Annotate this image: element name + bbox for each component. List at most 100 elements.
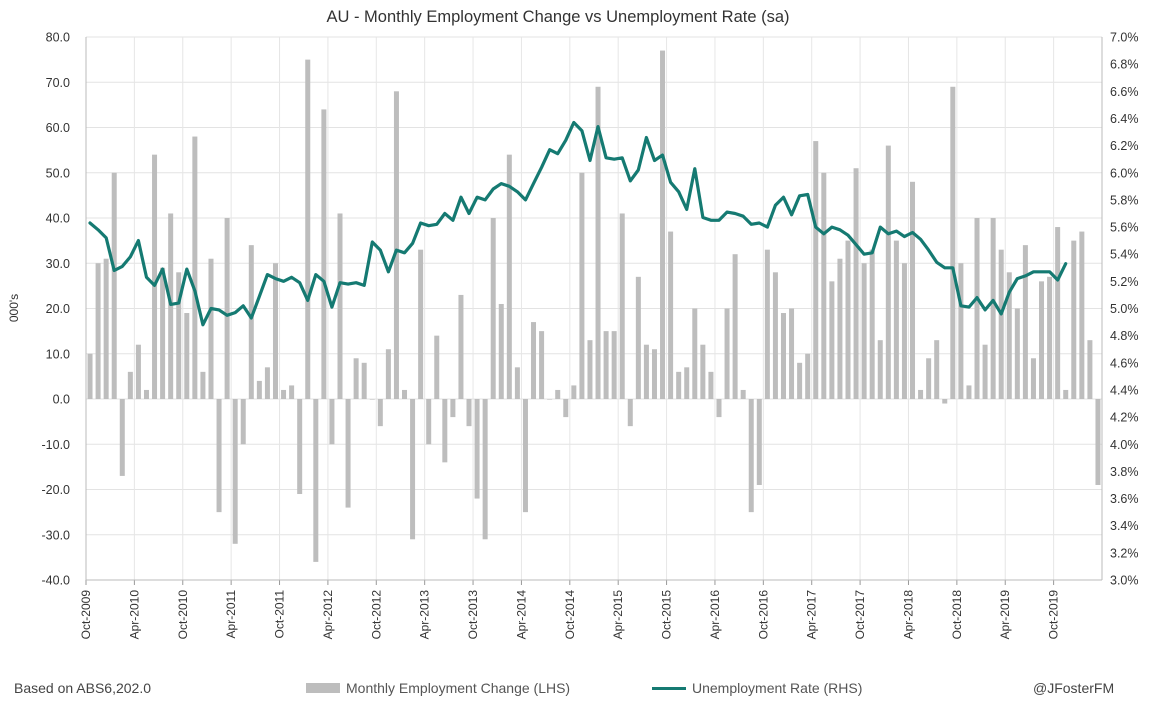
- employment-bar: [1006, 272, 1012, 399]
- employment-bar: [176, 272, 182, 399]
- right-tick-label: 3.4%: [1110, 519, 1139, 533]
- employment-bar: [660, 50, 666, 399]
- right-tick-label: 5.2%: [1110, 275, 1139, 289]
- employment-bar: [313, 399, 319, 562]
- employment-bar: [772, 272, 778, 399]
- right-tick-label: 7.0%: [1110, 31, 1139, 45]
- employment-bar: [224, 218, 230, 399]
- employment-bar: [531, 322, 537, 399]
- x-tick-label: Apr-2018: [901, 590, 915, 640]
- employment-bar: [1087, 340, 1093, 399]
- right-tick-label: 5.8%: [1110, 193, 1139, 207]
- employment-bar: [200, 371, 206, 399]
- x-tick-label: Oct-2013: [466, 590, 480, 640]
- employment-bar: [716, 399, 722, 418]
- right-tick-label: 3.0%: [1110, 574, 1139, 588]
- employment-bar: [651, 349, 657, 399]
- employment-bar: [1022, 245, 1028, 399]
- employment-bar: [724, 308, 730, 399]
- employment-bar: [789, 308, 795, 399]
- employment-bar: [450, 399, 456, 418]
- employment-bar: [305, 59, 311, 399]
- employment-bar: [272, 263, 278, 399]
- left-tick-label: -10.0: [42, 438, 71, 452]
- line-series: [88, 120, 1068, 327]
- employment-bar: [160, 267, 166, 399]
- employment-bar: [926, 358, 932, 399]
- employment-bar: [635, 276, 641, 399]
- x-tick-label: Apr-2016: [708, 590, 722, 640]
- employment-bar: [442, 399, 448, 463]
- employment-bar: [780, 313, 786, 399]
- employment-bar: [547, 399, 553, 400]
- x-tick-label: Oct-2014: [563, 590, 577, 640]
- employment-bar: [168, 213, 174, 399]
- employment-bar: [595, 86, 601, 400]
- employment-bar: [748, 399, 754, 513]
- employment-bar: [426, 399, 432, 445]
- employment-bar: [821, 172, 827, 399]
- employment-bar: [571, 385, 577, 399]
- employment-bar: [918, 389, 924, 399]
- employment-bar: [813, 141, 819, 399]
- employment-bar: [877, 340, 883, 399]
- employment-bar: [861, 263, 867, 399]
- employment-bar: [216, 399, 222, 513]
- employment-bar: [950, 86, 956, 400]
- employment-bar: [837, 258, 843, 399]
- x-tick-label: Oct-2010: [176, 590, 190, 640]
- employment-bar: [143, 389, 149, 399]
- employment-bar: [119, 399, 125, 476]
- right-tick-label: 4.4%: [1110, 383, 1139, 397]
- employment-bar: [1063, 389, 1069, 399]
- source-note: Based on ABS6,202.0: [14, 680, 151, 696]
- x-tick-label: Oct-2016: [756, 590, 770, 640]
- x-tick-label: Apr-2019: [998, 590, 1012, 640]
- employment-bar: [805, 353, 811, 399]
- legend-bar-label: Monthly Employment Change (LHS): [346, 680, 571, 696]
- employment-bar: [603, 331, 609, 399]
- employment-bar: [152, 154, 158, 399]
- right-tick-label: 4.0%: [1110, 438, 1139, 452]
- employment-bar: [337, 213, 343, 399]
- right-tick-label: 4.8%: [1110, 329, 1139, 343]
- x-tick-label: Oct-2011: [273, 590, 287, 639]
- employment-bar: [135, 344, 141, 399]
- left-tick-label: 60.0: [46, 121, 70, 135]
- employment-bar: [869, 249, 875, 399]
- employment-bar: [958, 263, 964, 399]
- employment-bar: [474, 399, 480, 499]
- employment-bar: [619, 213, 625, 399]
- right-tick-label: 5.6%: [1110, 221, 1139, 235]
- employment-bar: [942, 399, 948, 404]
- employment-bar: [668, 231, 674, 399]
- right-tick-label: 6.6%: [1110, 85, 1139, 99]
- employment-bar: [901, 263, 907, 399]
- employment-bar: [579, 172, 585, 399]
- employment-bar: [410, 399, 416, 540]
- right-tick-label: 4.2%: [1110, 411, 1139, 425]
- employment-bar: [345, 399, 351, 508]
- employment-bar: [1030, 358, 1036, 399]
- employment-bar: [611, 331, 617, 399]
- employment-bar: [434, 335, 440, 399]
- employment-bar: [708, 371, 714, 399]
- employment-bar: [998, 249, 1004, 399]
- right-tick-label: 3.8%: [1110, 465, 1139, 479]
- left-tick-label: 20.0: [46, 302, 70, 316]
- x-tick-label: Apr-2015: [611, 590, 625, 640]
- employment-bar: [974, 218, 980, 399]
- employment-bar: [482, 399, 488, 540]
- employment-bar: [910, 181, 916, 399]
- employment-bar: [240, 399, 246, 445]
- employment-bar: [587, 340, 593, 399]
- employment-bar: [853, 168, 859, 399]
- right-tick-label: 6.8%: [1110, 58, 1139, 72]
- employment-bar: [1095, 399, 1101, 485]
- employment-bar: [385, 349, 391, 399]
- employment-bar: [184, 313, 190, 399]
- employment-bar: [676, 371, 682, 399]
- employment-bar: [353, 358, 359, 399]
- employment-bar: [506, 154, 512, 399]
- employment-bar: [208, 258, 214, 399]
